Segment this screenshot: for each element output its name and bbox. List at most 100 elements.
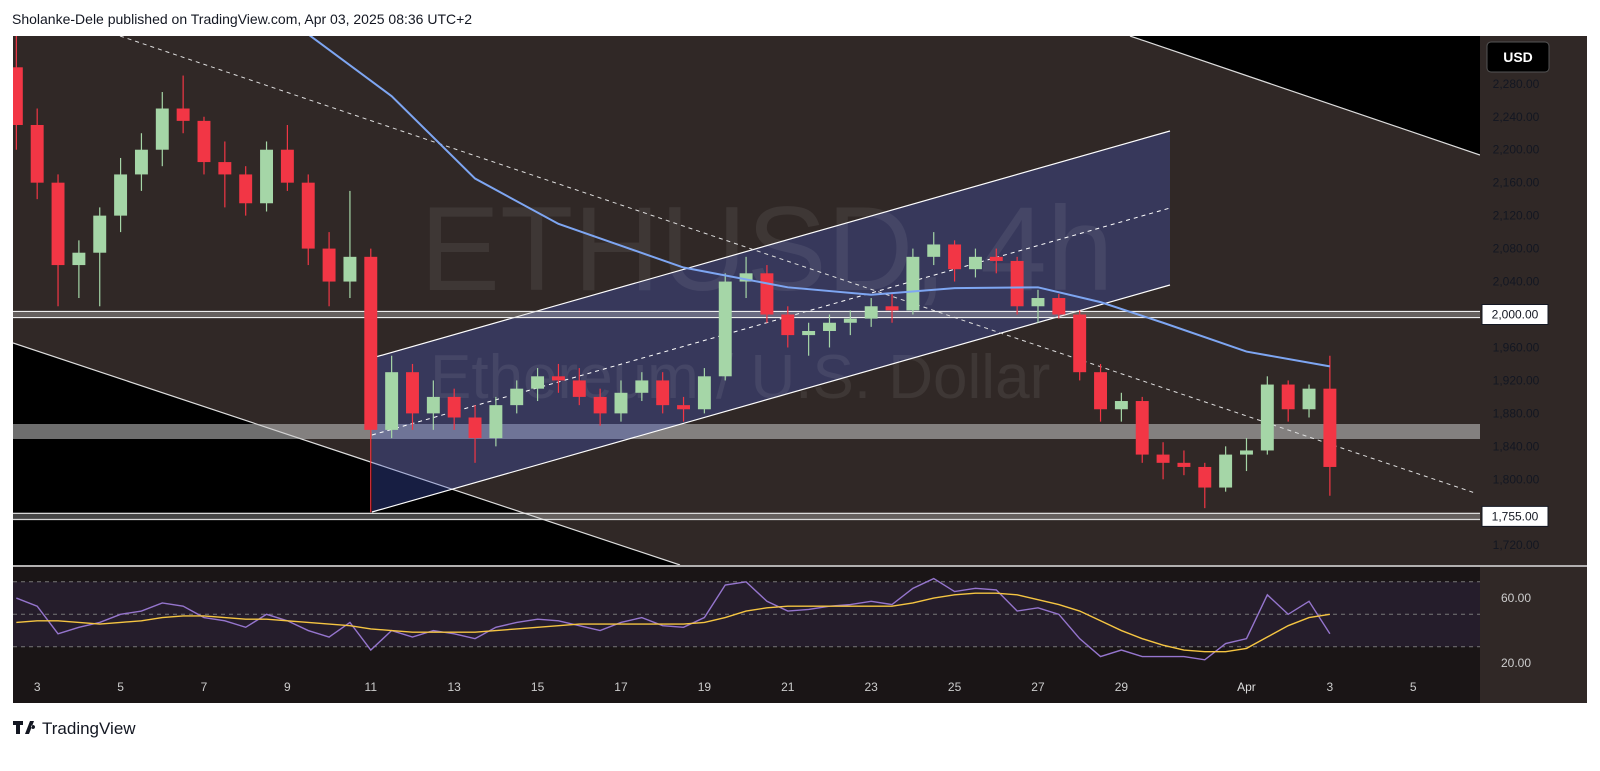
candle-body <box>322 248 336 282</box>
candle-body <box>30 124 44 183</box>
candle-body <box>718 281 732 377</box>
candle-body <box>1031 298 1045 307</box>
x-tick-label: 11 <box>365 680 378 694</box>
candle-body <box>781 314 795 336</box>
level-label: 2,000.00 <box>1492 308 1539 322</box>
candle-body <box>176 108 190 121</box>
candle-body <box>114 174 128 216</box>
y-tick-label: 1,960.00 <box>1493 340 1540 354</box>
candle-body <box>1240 450 1253 455</box>
candle-body <box>989 256 1003 261</box>
candle-body <box>1260 384 1274 451</box>
candle-body <box>927 244 941 257</box>
price-pane <box>13 36 1480 521</box>
candle-body <box>510 388 524 406</box>
x-tick-label: 3 <box>34 680 41 694</box>
candle-body <box>802 330 816 336</box>
candle-body <box>301 182 315 249</box>
candle-body <box>697 376 711 410</box>
candle-body <box>447 396 461 418</box>
candle-body <box>93 215 107 253</box>
candle-body <box>906 256 920 311</box>
x-tick-label: 13 <box>448 680 462 694</box>
candle-body <box>635 380 649 393</box>
zone <box>13 424 1480 439</box>
candle-body <box>385 372 399 430</box>
trend-line <box>1129 36 1480 156</box>
rsi-ma-line <box>16 592 1330 653</box>
x-tick-label: 19 <box>698 680 712 694</box>
channel-bottom <box>371 284 1171 513</box>
brand-logo <box>13 721 36 734</box>
x-tick-label: 5 <box>117 680 124 694</box>
level-tag <box>1481 505 1549 527</box>
candle-body <box>572 380 586 397</box>
attribution: Sholanke-Dele published on TradingView.c… <box>12 11 472 27</box>
x-tick-label: 17 <box>614 680 628 694</box>
candle-body <box>1094 372 1107 410</box>
currency-button[interactable] <box>1486 41 1550 73</box>
y-tick-label: 2,240.00 <box>1493 110 1540 124</box>
candle-body <box>406 372 419 414</box>
candle-body <box>1323 388 1337 467</box>
x-tick-label: 21 <box>781 680 795 694</box>
x-tick-label: 29 <box>1115 680 1129 694</box>
candle-body <box>197 120 211 163</box>
level-label: 1,755.00 <box>1492 509 1539 523</box>
candle-body <box>823 322 836 331</box>
candle-body <box>1302 388 1316 410</box>
x-tick-label: 15 <box>531 680 545 694</box>
x-tick-label: 25 <box>948 680 962 694</box>
y-tick-label: 1,840.00 <box>1493 439 1540 453</box>
candle-body <box>864 306 878 319</box>
x-tick-label: Apr <box>1237 680 1256 694</box>
rsi-line <box>16 577 1331 661</box>
trend-line <box>13 342 681 565</box>
x-tick-label: 3 <box>1327 680 1334 694</box>
candle-body <box>760 273 774 315</box>
candle-body <box>1156 454 1170 463</box>
rsi-band-fill <box>13 581 1480 647</box>
candle-body <box>218 162 232 175</box>
candle-body <box>468 417 482 439</box>
candle-body <box>968 256 982 270</box>
candle-body <box>1281 384 1295 410</box>
candle-body <box>260 149 273 204</box>
candle-body <box>1198 466 1212 488</box>
candle-body <box>1219 454 1233 488</box>
candle-body <box>551 376 565 381</box>
candle-body <box>280 149 294 183</box>
candle-body <box>677 405 690 410</box>
x-tick-label: 9 <box>284 680 291 694</box>
y-tick-label: 1,720.00 <box>1493 538 1540 552</box>
candle-body <box>134 149 148 175</box>
candle-body <box>614 392 628 414</box>
candle-body <box>1177 462 1191 467</box>
x-tick-label: 23 <box>865 680 879 694</box>
brand: TradingView <box>42 719 136 738</box>
y-tick-label: 2,120.00 <box>1493 209 1540 223</box>
candle-body <box>656 380 670 406</box>
candle-body <box>343 256 357 282</box>
y-tick-label: 2,160.00 <box>1493 176 1540 190</box>
channel <box>372 131 1170 512</box>
level-tag <box>1481 304 1549 326</box>
candle-body <box>1073 314 1087 373</box>
rsi-plot <box>13 577 1480 661</box>
candle-body <box>155 108 169 150</box>
candle-body <box>1114 401 1128 410</box>
candle-body <box>426 396 440 414</box>
y-tick-label: 2,080.00 <box>1493 242 1540 256</box>
candle-body <box>531 376 545 389</box>
candle-body <box>885 306 899 311</box>
level-band <box>13 512 1480 521</box>
candle-body <box>1135 401 1149 455</box>
x-tick-label: 5 <box>1410 680 1417 694</box>
y-tick-label: 1,800.00 <box>1493 472 1540 486</box>
y-tick-label: 2,040.00 <box>1493 275 1540 289</box>
axes: 1,720.00 1,800.00 1,840.00 1,880.00 1,920.00… <box>34 77 1549 694</box>
candle-body <box>1052 298 1066 315</box>
candle-body <box>239 174 253 204</box>
rsi-tick-label: 60.00 <box>1501 591 1531 605</box>
